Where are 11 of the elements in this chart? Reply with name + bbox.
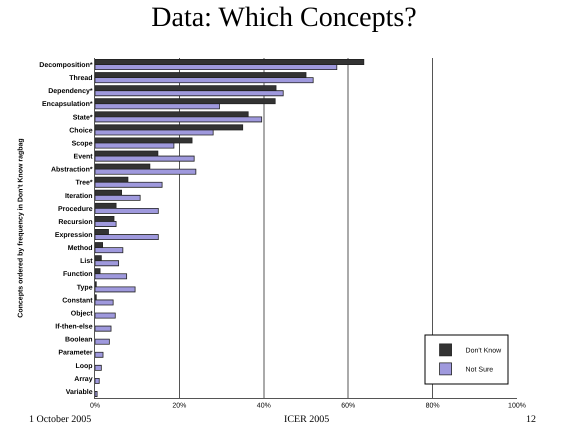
bar [95, 326, 112, 332]
bar [95, 378, 100, 384]
text: ICER 2005 [284, 414, 330, 425]
bar [95, 364, 102, 371]
bar [95, 391, 98, 397]
bar [95, 338, 110, 345]
bar [95, 352, 104, 358]
text: 1 October 2005 [29, 414, 92, 425]
bar [95, 312, 116, 318]
text: 12 [526, 414, 536, 425]
chart-title: Data: Which Concepts? [151, 2, 417, 34]
